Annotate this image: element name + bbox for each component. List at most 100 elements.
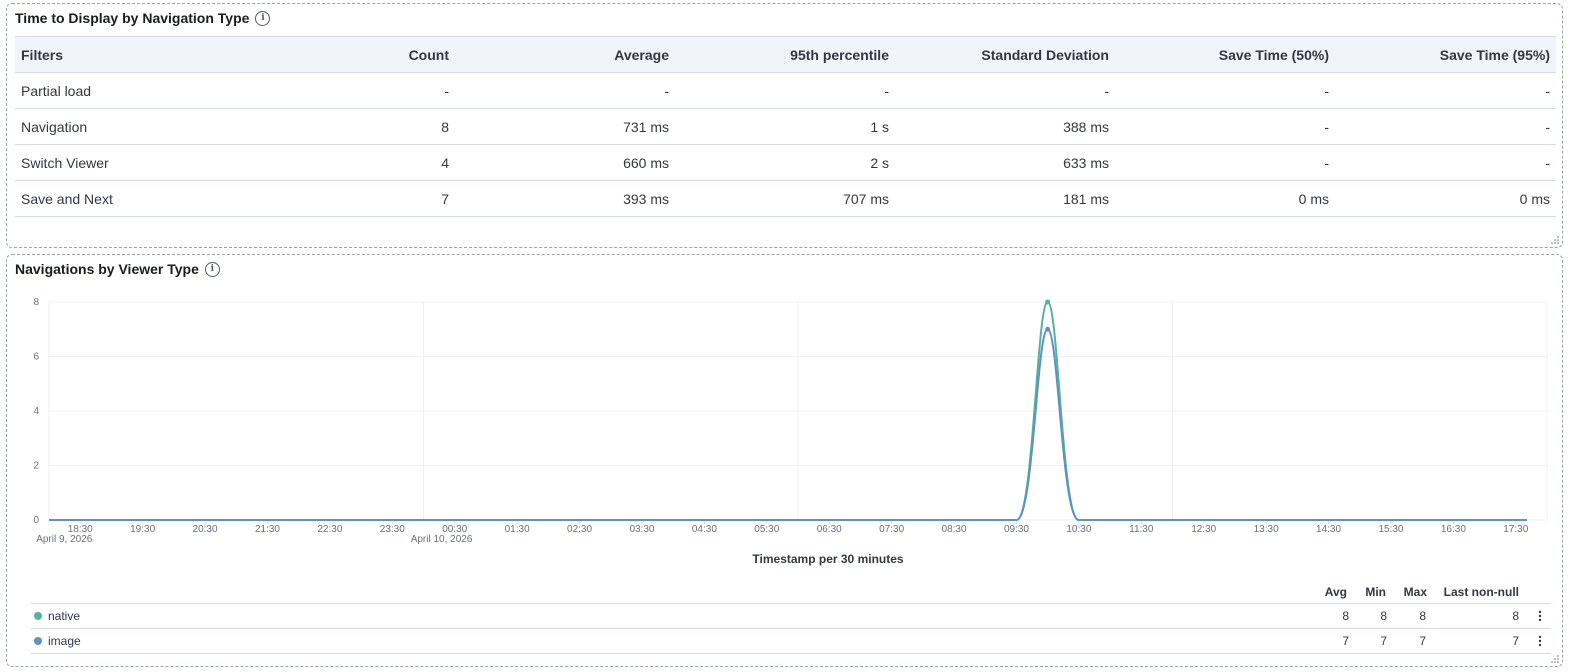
info-icon[interactable]: i — [255, 10, 271, 26]
legend-header-min: Min — [1365, 585, 1386, 599]
x-axis-title: Timestamp per 30 minutes — [752, 552, 903, 566]
x-tick-label: 01:30 — [505, 524, 530, 535]
metrics-table: Filters Count Average 95th percentile St… — [15, 36, 1556, 217]
legend-value-avg: 8 — [1342, 609, 1349, 623]
resize-handle-icon[interactable] — [1551, 236, 1559, 244]
line-chart[interactable]: 0 2 4 6 8 18:30 19:30 20:30 21:30 22:30 23:30 00:30… — [7, 285, 1562, 575]
legend-header-last-non-null: Last non-null — [1443, 585, 1519, 599]
series-color-dot — [34, 612, 42, 620]
column-header-average[interactable]: Average — [455, 36, 675, 73]
legend-value-max: 8 — [1419, 609, 1426, 623]
table-cell: 1 s — [675, 108, 895, 145]
x-tick-label: 07:30 — [879, 524, 904, 535]
y-tick-label: 0 — [33, 515, 39, 526]
x-tick-label: 18:30 — [68, 524, 93, 535]
table-cell: 2 s — [675, 144, 895, 181]
table-cell: 7 — [235, 180, 455, 217]
table-cell: - — [235, 72, 455, 109]
legend-row-image[interactable]: image 7 7 7 7 — [31, 628, 1551, 654]
legend-header-max: Max — [1403, 585, 1427, 599]
x-tick-label: 12:30 — [1191, 524, 1216, 535]
table-cell: Partial load — [15, 72, 235, 109]
x-date-label: April 9, 2026 — [36, 534, 93, 545]
y-tick-label: 6 — [33, 352, 39, 363]
x-tick-label: 11:30 — [1129, 524, 1154, 535]
x-tick-label: 22:30 — [317, 524, 342, 535]
legend-series-name[interactable]: image — [48, 634, 81, 648]
table-cell: 0 ms — [1335, 180, 1556, 217]
table-row: Switch Viewer 4 660 ms 2 s 633 ms - - — [15, 144, 1556, 181]
table-cell: - — [1115, 108, 1335, 145]
table-cell: 4 — [235, 144, 455, 181]
x-tick-label: 14:30 — [1316, 524, 1341, 535]
series-point-image — [1045, 326, 1051, 332]
table-cell: - — [455, 72, 675, 109]
legend-value-last: 8 — [1512, 609, 1519, 623]
table-cell: - — [1115, 144, 1335, 181]
legend-header: Avg Min Max Last non-null — [31, 585, 1551, 603]
legend-value-min: 7 — [1380, 634, 1387, 648]
kebab-menu-icon[interactable] — [1537, 635, 1543, 647]
legend-table: Avg Min Max Last non-null native 8 8 8 8… — [31, 585, 1551, 654]
x-tick-label: 08:30 — [942, 524, 967, 535]
y-tick-label: 2 — [33, 461, 39, 472]
column-header-95th-percentile[interactable]: 95th percentile — [675, 36, 895, 73]
table-cell: Navigation — [15, 108, 235, 145]
x-tick-label: 13:30 — [1254, 524, 1279, 535]
legend-value-min: 8 — [1380, 609, 1387, 623]
table-cell: 0 ms — [1115, 180, 1335, 217]
table-header-row: Filters Count Average 95th percentile St… — [15, 36, 1556, 73]
panel-title: Time to Display by Navigation Type i — [15, 10, 271, 26]
kebab-menu-icon[interactable] — [1537, 610, 1543, 622]
series-color-dot — [34, 637, 42, 645]
x-tick-label: 06:30 — [817, 524, 842, 535]
x-tick-label: 00:30 — [442, 524, 467, 535]
legend-series-name[interactable]: native — [48, 609, 81, 623]
column-header-save-time-50[interactable]: Save Time (50%) — [1115, 36, 1335, 73]
x-tick-label: 21:30 — [255, 524, 280, 535]
table-cell: - — [1335, 108, 1556, 145]
resize-handle-icon[interactable] — [1551, 655, 1559, 663]
legend-value-last: 7 — [1512, 634, 1519, 648]
table-cell: - — [1335, 72, 1556, 109]
x-tick-label: 04:30 — [692, 524, 717, 535]
x-tick-label: 17:30 — [1503, 524, 1528, 535]
legend-value-avg: 7 — [1342, 634, 1349, 648]
table-cell: Switch Viewer — [15, 144, 235, 181]
x-date-label: April 10, 2026 — [411, 534, 473, 545]
table-cell: Save and Next — [15, 180, 235, 217]
table-cell: - — [1335, 144, 1556, 181]
x-tick-label: 05:30 — [754, 524, 779, 535]
time-to-display-panel: Time to Display by Navigation Type i Fil… — [6, 3, 1563, 248]
table-cell: 181 ms — [895, 180, 1115, 217]
column-header-save-time-95[interactable]: Save Time (95%) — [1335, 36, 1556, 73]
info-icon[interactable]: i — [204, 261, 220, 277]
legend-value-max: 7 — [1419, 634, 1426, 648]
table-cell: 731 ms — [455, 108, 675, 145]
table-cell: - — [1115, 72, 1335, 109]
column-header-filters[interactable]: Filters — [15, 36, 235, 73]
x-tick-label: 23:30 — [380, 524, 405, 535]
table-cell: - — [675, 72, 895, 109]
x-tick-label: 15:30 — [1378, 524, 1403, 535]
legend-header-avg: Avg — [1324, 585, 1347, 599]
column-header-count[interactable]: Count — [235, 36, 455, 73]
legend-row-native[interactable]: native 8 8 8 8 — [31, 603, 1551, 628]
y-tick-label: 4 — [33, 406, 39, 417]
x-tick-label: 16:30 — [1441, 524, 1466, 535]
x-tick-label: 20:30 — [193, 524, 218, 535]
table-cell: 707 ms — [675, 180, 895, 217]
x-tick-label: 02:30 — [567, 524, 592, 535]
table-row: Navigation 8 731 ms 1 s 388 ms - - — [15, 108, 1556, 145]
table-row: Partial load - - - - - - — [15, 72, 1556, 109]
series-line-image — [49, 328, 1527, 521]
x-tick-label: 09:30 — [1004, 524, 1029, 535]
series-point-native — [1045, 299, 1051, 305]
x-tick-label: 03:30 — [629, 524, 654, 535]
table-cell: - — [895, 72, 1115, 109]
table-cell: 388 ms — [895, 108, 1115, 145]
panel-title-text: Time to Display by Navigation Type — [15, 10, 250, 26]
panel-title-text: Navigations by Viewer Type — [15, 261, 199, 277]
column-header-standard-deviation[interactable]: Standard Deviation — [895, 36, 1115, 73]
navigations-by-viewer-panel: Navigations by Viewer Type i 0 2 4 6 8 18:30 1… — [6, 254, 1563, 667]
